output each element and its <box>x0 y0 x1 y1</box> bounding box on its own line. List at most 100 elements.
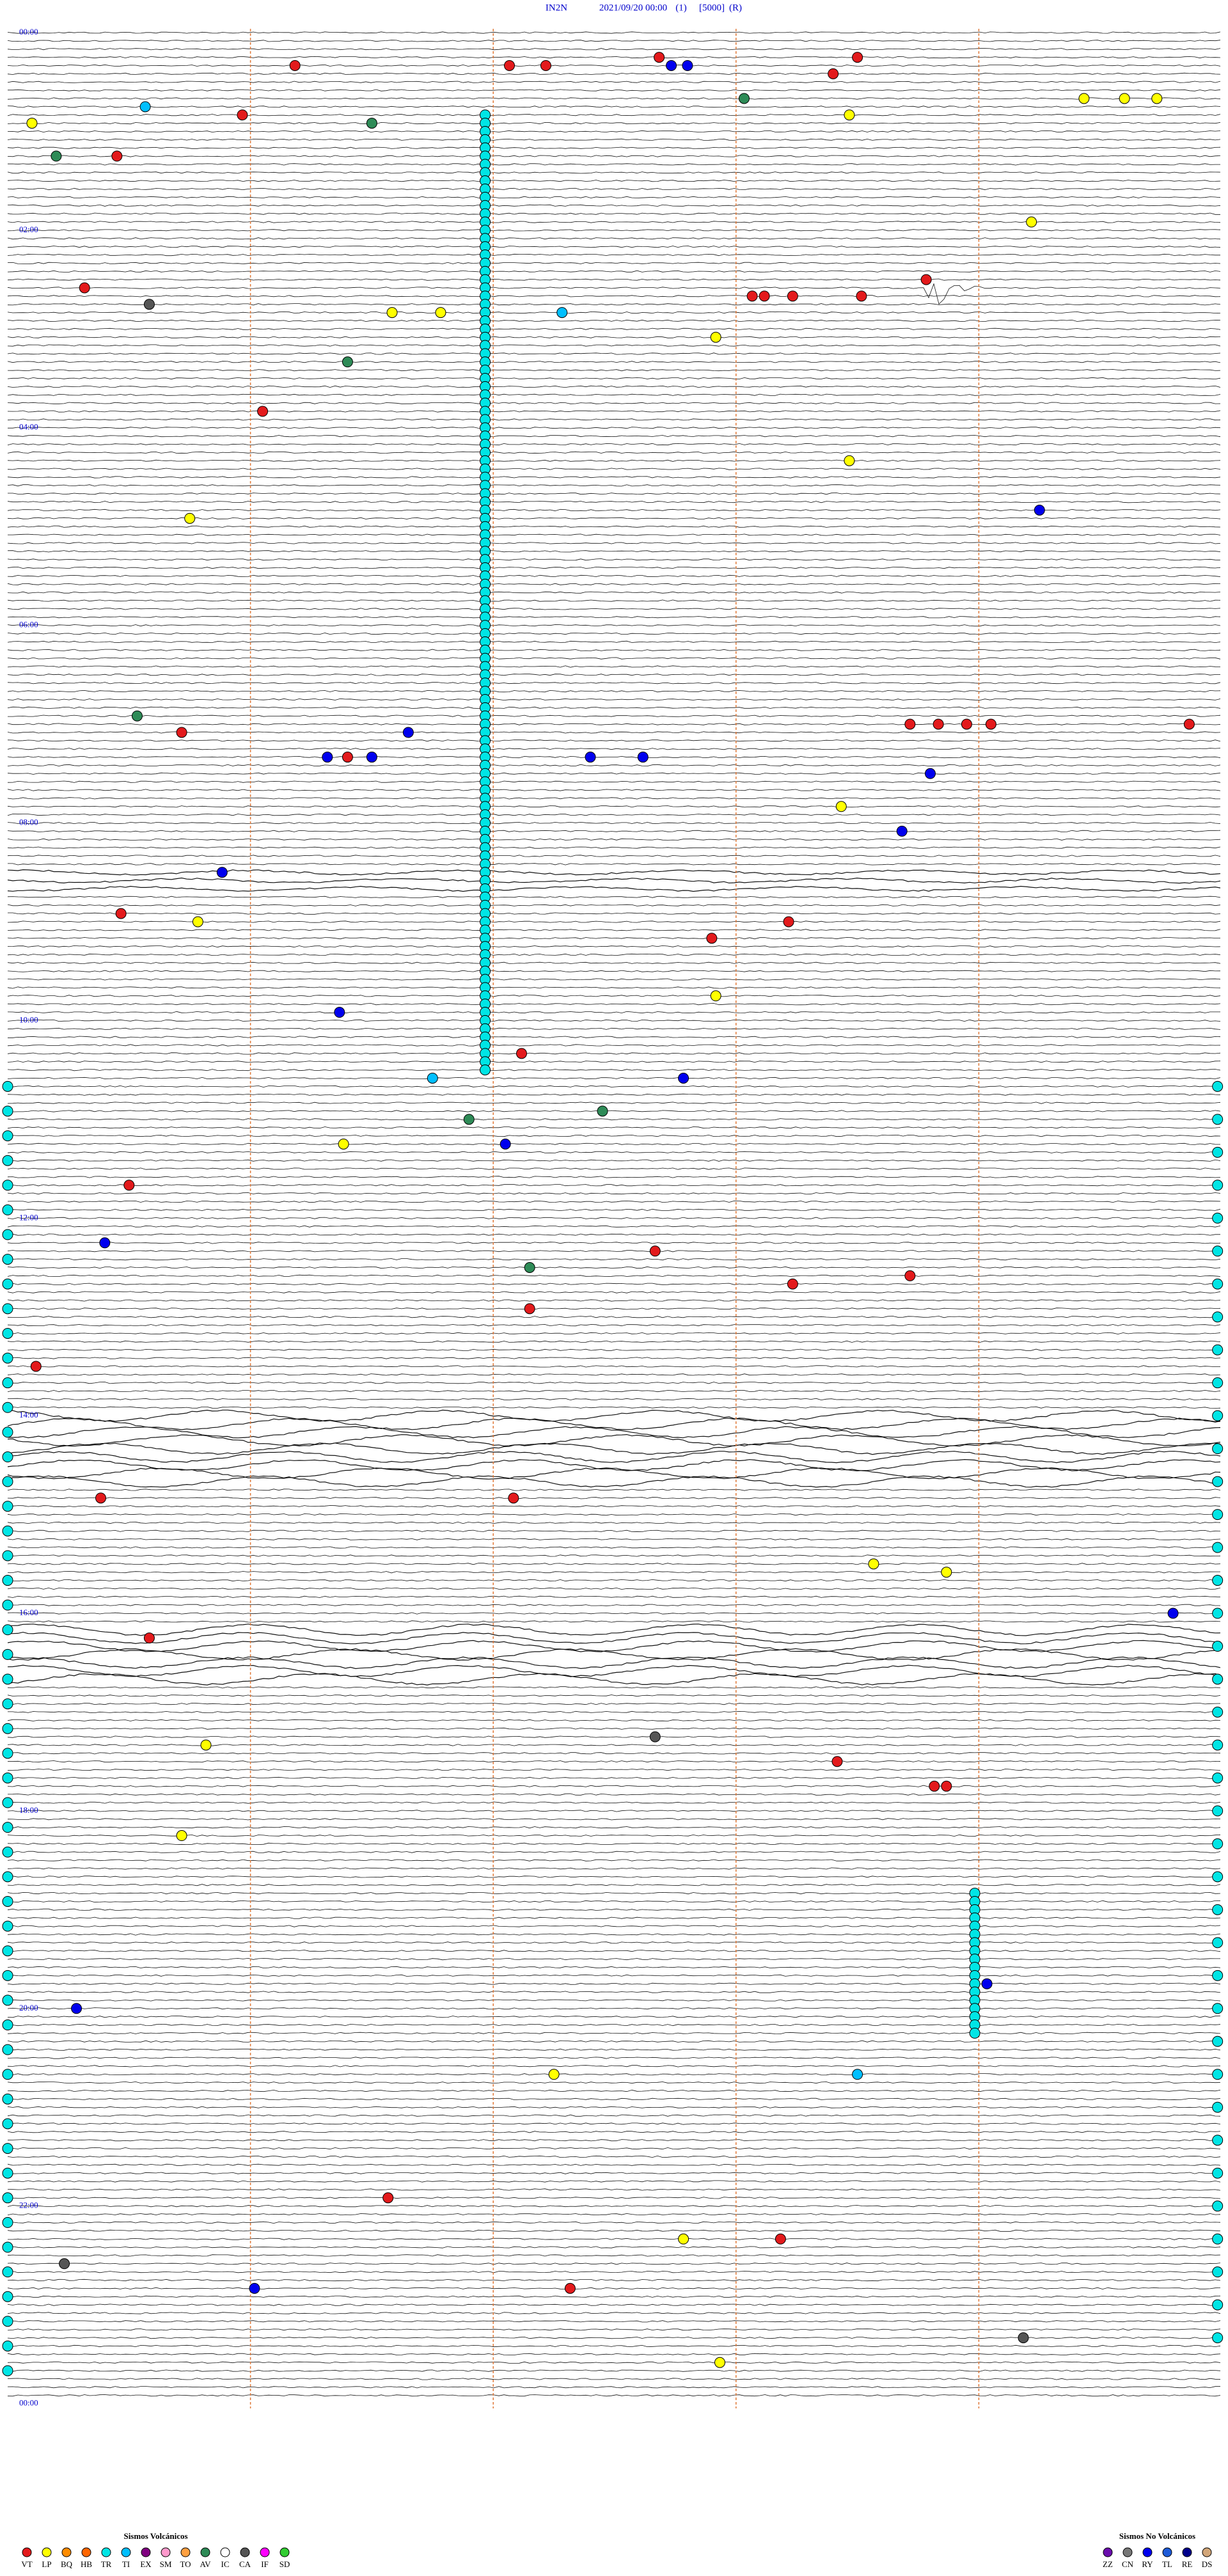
trace <box>7 1664 1221 1677</box>
tremor-mark <box>2 1327 13 1339</box>
legend-code: TL <box>1162 2559 1172 2569</box>
event-mark <box>342 356 353 368</box>
trace <box>7 1982 1221 1985</box>
trace <box>7 1941 1221 1944</box>
trace <box>7 2254 1221 2257</box>
trace <box>7 953 1221 956</box>
legend-swatch <box>1162 2547 1172 2557</box>
trace <box>7 1340 1221 1343</box>
trace <box>7 283 1221 305</box>
trace <box>8 1760 1221 1763</box>
trace <box>7 846 1221 849</box>
trace <box>7 698 1221 701</box>
trace <box>7 468 1221 470</box>
trace <box>7 418 1221 421</box>
trace <box>7 476 1221 478</box>
hour-label: 14:00 <box>19 1410 38 1419</box>
event-mark <box>427 1072 438 1084</box>
trace <box>7 196 1221 199</box>
trace <box>7 187 1221 191</box>
legend-code: HB <box>81 2559 92 2569</box>
trace <box>7 1513 1221 1516</box>
event-mark <box>597 1105 608 1117</box>
trace <box>7 805 1221 808</box>
trace <box>7 797 1221 800</box>
trace <box>7 212 1220 215</box>
event-mark <box>924 768 936 779</box>
legend-code: RY <box>1142 2559 1153 2569</box>
trace <box>7 2344 1221 2348</box>
event-mark <box>844 109 855 121</box>
tremor-mark <box>2 2266 13 2278</box>
trace <box>7 723 1221 725</box>
trace <box>7 1233 1220 1236</box>
trace <box>7 171 1221 174</box>
event-mark <box>585 752 596 763</box>
trace <box>7 978 1221 981</box>
trace <box>7 1656 1221 1670</box>
trace <box>7 1077 1221 1080</box>
event-mark <box>176 1830 187 1842</box>
trace <box>7 869 1221 876</box>
trace <box>8 427 1221 429</box>
tremor-mark <box>2 1426 13 1438</box>
event-mark <box>386 307 398 319</box>
legend-title: Sismos Volcánicos <box>123 2531 187 2541</box>
event-mark <box>831 1756 843 1767</box>
legend-code: SD <box>279 2559 290 2569</box>
legend-swatch <box>1103 2547 1113 2557</box>
event-mark <box>366 118 377 129</box>
trace <box>7 2048 1221 2051</box>
event-mark <box>706 933 718 944</box>
trace <box>8 912 1221 915</box>
legend-swatch <box>61 2547 72 2557</box>
trace <box>7 1266 1221 1269</box>
trace <box>7 48 1221 51</box>
trace <box>7 40 1221 42</box>
trace <box>7 1595 1221 1598</box>
trace <box>7 410 1221 413</box>
trace <box>8 863 1221 865</box>
tremor-mark <box>2 1822 13 1833</box>
legend-swatch <box>220 2547 230 2557</box>
trace <box>7 2303 1221 2306</box>
trace <box>7 459 1221 462</box>
trace <box>7 344 1221 347</box>
trace <box>7 130 1221 133</box>
trace <box>7 1834 1221 1837</box>
trace <box>7 764 1221 767</box>
trace <box>7 245 1221 248</box>
trace <box>7 2295 1221 2298</box>
event-mark <box>775 2233 786 2245</box>
trace <box>8 2238 1221 2240</box>
trace <box>7 1892 1221 1895</box>
trace <box>7 1442 1221 1455</box>
event-mark <box>1183 718 1195 730</box>
trace <box>7 1467 1221 1480</box>
event-mark <box>666 59 677 71</box>
tremor-mark <box>2 1451 13 1463</box>
trace <box>7 72 1221 75</box>
trace <box>7 270 1221 273</box>
trace <box>7 970 1221 972</box>
trace <box>7 885 1221 892</box>
event-mark <box>1078 93 1090 104</box>
tremor-mark <box>1212 1641 1224 1652</box>
trace <box>7 1648 1221 1661</box>
event-mark <box>237 109 248 121</box>
event-mark <box>143 299 155 310</box>
trace <box>7 2122 1221 2125</box>
trace <box>7 665 1221 668</box>
trace <box>7 509 1221 512</box>
tremor-mark <box>2 1278 13 1290</box>
trace <box>7 1571 1220 1574</box>
event-mark <box>941 1780 952 1792</box>
legend-code: DS <box>1202 2559 1213 2569</box>
trace <box>7 789 1221 791</box>
trace <box>7 2353 1221 2355</box>
trace <box>7 1274 1221 1277</box>
trace <box>7 328 1221 330</box>
datetime: 2021/09/20 00:00 <box>599 3 667 13</box>
trace <box>7 262 1221 264</box>
